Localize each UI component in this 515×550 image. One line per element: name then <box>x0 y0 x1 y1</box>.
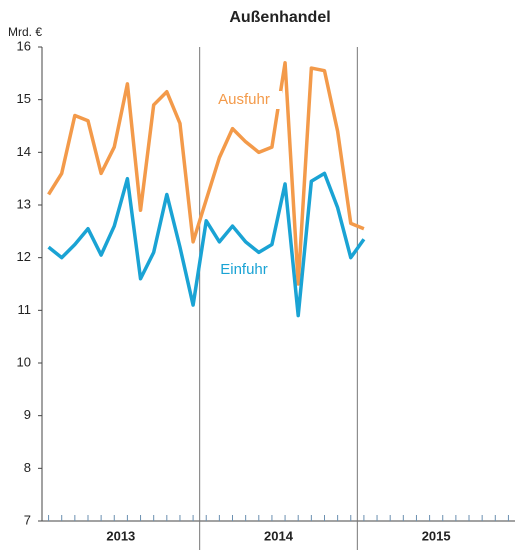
y-tick-label: 16 <box>17 38 31 53</box>
x-group-label: 2013 <box>106 528 135 543</box>
series-label: Einfuhr <box>220 261 268 278</box>
legend-bg <box>206 91 282 109</box>
series-line <box>47 171 366 318</box>
y-tick-label: 8 <box>24 460 31 475</box>
y-tick-label: 7 <box>24 512 31 527</box>
chart-title: Außenhandel <box>229 9 330 26</box>
y-tick-label: 11 <box>18 302 32 317</box>
series-line <box>47 61 365 286</box>
x-group-label: 2015 <box>422 528 451 543</box>
legend-bg <box>206 261 282 279</box>
series-label: Ausfuhr <box>218 91 270 108</box>
y-tick-label: 14 <box>17 144 31 159</box>
y-tick-label: 15 <box>17 91 31 106</box>
y-tick-label: 10 <box>17 354 31 369</box>
x-group-label: 2014 <box>264 528 294 543</box>
y-tick-label: 12 <box>17 249 31 264</box>
y-tick-label: 13 <box>17 196 31 211</box>
y-tick-label: 9 <box>24 407 31 422</box>
y-unit: Mrd. € <box>8 25 42 39</box>
